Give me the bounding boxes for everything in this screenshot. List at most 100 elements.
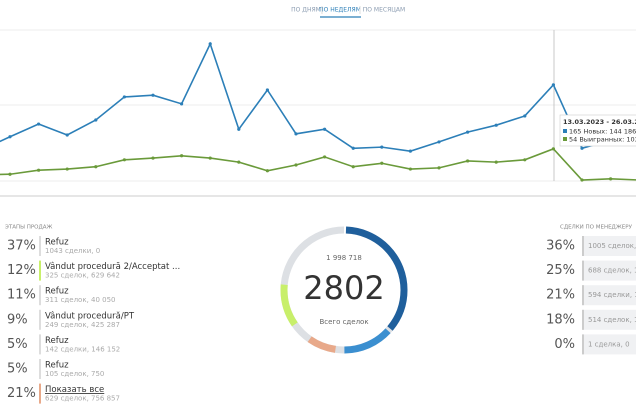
point bbox=[408, 149, 412, 153]
point bbox=[265, 88, 269, 92]
manager-bg bbox=[582, 334, 636, 355]
point bbox=[94, 165, 98, 169]
manager-percent: 21% bbox=[546, 288, 575, 303]
manager-bar bbox=[582, 285, 584, 306]
point bbox=[494, 160, 498, 164]
point bbox=[609, 177, 613, 181]
manager-percent: 0% bbox=[554, 337, 575, 352]
stage-detail: 629 сделок, 756 857 bbox=[45, 395, 120, 403]
point bbox=[351, 146, 355, 150]
stage-name: Refuz bbox=[45, 336, 69, 346]
tooltip-line: 165 Новых: 144 186 bbox=[569, 128, 636, 136]
point bbox=[466, 130, 470, 134]
point bbox=[37, 122, 41, 126]
manager-detail: 594 сделки, 14 bbox=[588, 291, 636, 299]
manager-detail: 514 сделок, 18 bbox=[588, 316, 636, 324]
point bbox=[208, 156, 212, 160]
manager-detail: 1 сделка, 0 bbox=[588, 340, 630, 348]
point bbox=[237, 160, 241, 164]
point bbox=[8, 172, 12, 176]
stage-name: Refuz bbox=[45, 238, 69, 248]
stage-percent: 11% bbox=[7, 288, 36, 303]
manager-bar bbox=[582, 309, 584, 330]
tooltip-date: 13.03.2023 - 26.03.2023 bbox=[563, 118, 636, 126]
series-line bbox=[0, 41, 636, 152]
stage-name: Vândut procedură/PT bbox=[45, 311, 135, 321]
point bbox=[237, 127, 241, 131]
series-line bbox=[0, 147, 636, 181]
point bbox=[65, 167, 69, 171]
point bbox=[122, 95, 126, 99]
stage-bar bbox=[39, 260, 41, 281]
point bbox=[65, 133, 69, 137]
point bbox=[580, 146, 584, 150]
point bbox=[437, 166, 441, 170]
manager-bar bbox=[582, 260, 584, 281]
tab-weeks[interactable]: ПО НЕДЕЛЯМ bbox=[319, 7, 361, 14]
point bbox=[94, 118, 98, 122]
donut-total: 2802 bbox=[303, 269, 384, 307]
tooltip-swatch bbox=[563, 137, 567, 141]
stage-percent: 5% bbox=[7, 337, 28, 352]
donut bbox=[280, 226, 408, 354]
stage-percent: 5% bbox=[7, 362, 28, 377]
donut-segment bbox=[280, 226, 408, 354]
stage-bar bbox=[39, 334, 41, 355]
right-header: СДЕЛКИ ПО МЕНЕДЖЕРУ bbox=[560, 225, 633, 231]
stage-bar bbox=[39, 309, 41, 330]
point bbox=[380, 145, 384, 149]
manager-bg bbox=[582, 285, 636, 306]
point bbox=[122, 158, 126, 162]
stage-detail: 325 сделок, 629 642 bbox=[45, 272, 120, 280]
manager-bar bbox=[582, 334, 584, 355]
tooltip-line: 54 Выигранных: 103 572 bbox=[569, 136, 636, 144]
show-all-link[interactable]: Показать все bbox=[45, 385, 104, 395]
stage-detail: 249 сделок, 425 287 bbox=[45, 321, 120, 329]
stage-name: Vândut procedură 2/Acceptat ... bbox=[45, 262, 180, 272]
tooltip-box bbox=[559, 114, 636, 147]
donut-sum: 1 998 718 bbox=[326, 254, 362, 262]
stage-name: Refuz bbox=[45, 361, 69, 371]
point bbox=[551, 147, 556, 151]
left-header: ЭТАПЫ ПРОДАЖ bbox=[5, 225, 53, 231]
stage-bar bbox=[39, 236, 41, 256]
stage-detail: 105 сделок, 750 bbox=[45, 370, 104, 378]
stage-detail: 142 сделки, 146 152 bbox=[45, 345, 120, 353]
point bbox=[494, 123, 498, 127]
stage-detail: 1043 сделки, 0 bbox=[45, 247, 100, 255]
point bbox=[437, 140, 441, 144]
stage-bar bbox=[39, 383, 41, 404]
stage-percent: 12% bbox=[7, 263, 36, 278]
donut-gap bbox=[280, 226, 408, 354]
point bbox=[323, 127, 327, 131]
manager-detail: 1005 сделок, 1 bbox=[588, 242, 636, 250]
point bbox=[523, 114, 527, 118]
point bbox=[551, 83, 556, 87]
tab-months[interactable]: ПО МЕСЯЦАМ bbox=[363, 7, 405, 14]
manager-percent: 18% bbox=[546, 312, 575, 327]
tooltip-swatch bbox=[563, 129, 567, 133]
stage-percent: 21% bbox=[7, 386, 36, 401]
donut-segment bbox=[280, 226, 408, 354]
point bbox=[294, 163, 298, 167]
point bbox=[151, 156, 155, 160]
stage-name: Refuz bbox=[45, 287, 69, 297]
stage-bar bbox=[39, 359, 41, 379]
point bbox=[466, 159, 470, 163]
point bbox=[265, 169, 269, 173]
manager-percent: 25% bbox=[546, 263, 575, 278]
manager-bg bbox=[582, 236, 636, 256]
tab-days[interactable]: ПО ДНЯМ bbox=[291, 7, 321, 14]
stage-bar bbox=[39, 285, 41, 306]
point bbox=[408, 167, 412, 171]
point bbox=[294, 132, 298, 136]
manager-bg bbox=[582, 260, 636, 281]
manager-bg bbox=[582, 309, 636, 330]
point bbox=[37, 168, 41, 172]
managers-list: 36% 1005 сделок, 1 25% 688 сделок, 19 21% 594… bbox=[546, 236, 636, 355]
point bbox=[580, 178, 584, 182]
point bbox=[151, 93, 155, 97]
point bbox=[8, 135, 12, 139]
point bbox=[351, 165, 355, 169]
